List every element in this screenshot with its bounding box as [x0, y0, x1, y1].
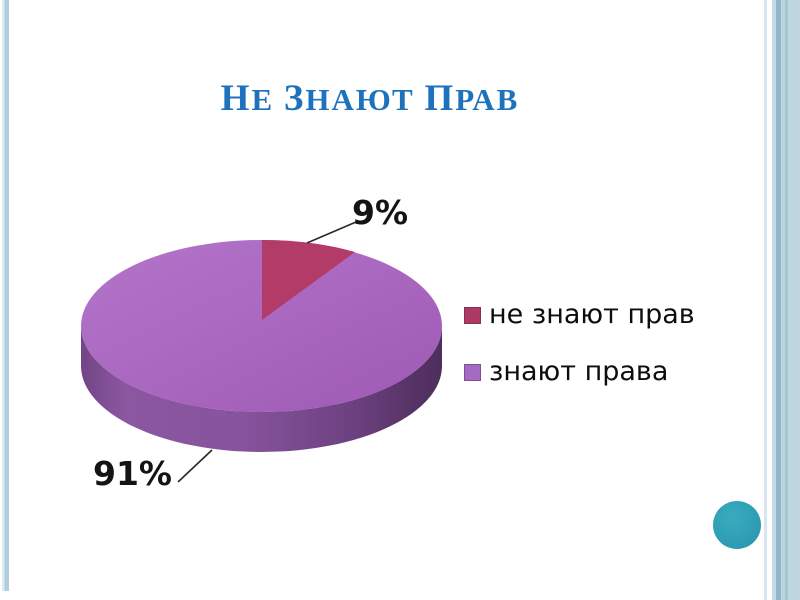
slide-title: НЕ ЗНАЮТ ПРАВ — [220, 78, 520, 119]
legend-swatch-purple — [464, 364, 481, 382]
legend-item: не знают прав — [464, 299, 695, 331]
leader-line-91 — [177, 449, 213, 483]
pie-side — [81, 326, 442, 452]
legend-swatch-red — [464, 306, 481, 324]
legend-label: знают права — [489, 356, 669, 388]
legend-label: не знают прав — [489, 299, 695, 330]
data-label-91: 91% — [93, 454, 172, 493]
pie-slice-9 — [262, 239, 355, 320]
data-label-9: 9% — [352, 193, 409, 232]
right-edge-band — [772, 0, 800, 600]
leader-line-9 — [306, 221, 357, 244]
right-thin-stripe — [764, 0, 767, 600]
left-edge-stripe — [2, 0, 9, 591]
legend-item: знают права — [464, 356, 695, 388]
accent-circle — [713, 501, 761, 549]
pie-top-slice-91 — [81, 240, 442, 412]
legend: не знают прав знают права — [464, 299, 695, 389]
